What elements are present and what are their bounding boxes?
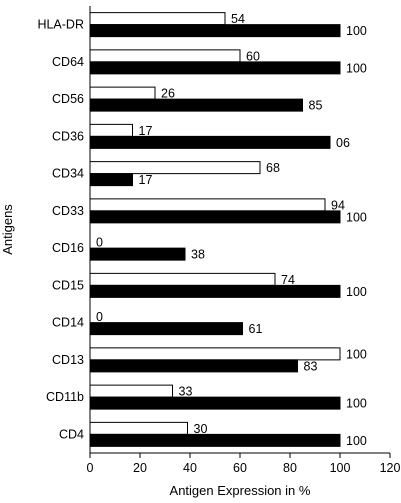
bar bbox=[89, 173, 133, 187]
data-label: 60 bbox=[246, 49, 260, 63]
x-tick-label: 80 bbox=[283, 461, 297, 475]
bar bbox=[89, 161, 261, 175]
data-label: 85 bbox=[309, 99, 323, 113]
x-tick-label: 100 bbox=[330, 461, 351, 475]
data-label: 06 bbox=[336, 136, 350, 150]
x-tick-label: 0 bbox=[87, 461, 94, 475]
category-label: CD36 bbox=[52, 129, 84, 143]
bar bbox=[89, 12, 226, 26]
data-label: 100 bbox=[346, 285, 367, 299]
x-axis-title: Antigen Expression in % bbox=[170, 483, 311, 498]
data-label: 100 bbox=[346, 347, 367, 361]
data-label: 54 bbox=[231, 12, 245, 26]
data-label: 100 bbox=[346, 434, 367, 448]
y-axis-title: Antigens bbox=[0, 204, 15, 255]
data-label: 68 bbox=[266, 161, 280, 175]
bar bbox=[89, 135, 331, 149]
bar bbox=[89, 198, 326, 212]
category-label: CD33 bbox=[52, 204, 84, 218]
bar bbox=[89, 272, 276, 286]
bar bbox=[89, 86, 156, 100]
category-label: CD16 bbox=[52, 241, 84, 255]
data-label: 26 bbox=[161, 87, 175, 101]
value-labels-layer: 5410060100268517066817941000387410006110… bbox=[96, 12, 367, 448]
bar bbox=[89, 421, 188, 435]
bar bbox=[89, 98, 303, 112]
category-label: CD15 bbox=[52, 278, 84, 292]
bar bbox=[89, 247, 186, 261]
data-label: 33 bbox=[179, 385, 193, 399]
data-label: 61 bbox=[249, 322, 263, 336]
category-labels-layer: HLA-DR CD64 CD56 CD36 CD34 CD33 CD16 CD15 CD14 CD… bbox=[37, 18, 84, 442]
data-label: 17 bbox=[139, 124, 153, 138]
bar bbox=[89, 322, 243, 336]
data-label: 0 bbox=[96, 310, 103, 324]
bar bbox=[89, 384, 173, 398]
data-label: 100 bbox=[346, 61, 367, 75]
category-label: CD56 bbox=[52, 92, 84, 106]
category-label: CD64 bbox=[52, 55, 84, 69]
bar bbox=[89, 61, 341, 75]
x-ticks-layer: 0 20 40 60 80 100 120 bbox=[87, 453, 401, 475]
category-label: CD13 bbox=[52, 353, 84, 367]
x-tick-label: 120 bbox=[380, 461, 401, 475]
bar bbox=[89, 284, 341, 298]
bar bbox=[89, 347, 341, 361]
category-label: CD34 bbox=[52, 167, 84, 181]
category-label: CD14 bbox=[52, 316, 84, 330]
bar bbox=[89, 24, 341, 38]
bar bbox=[89, 123, 133, 137]
category-label: CD4 bbox=[59, 427, 84, 441]
data-label: 94 bbox=[331, 198, 345, 212]
bar bbox=[89, 396, 341, 410]
bar bbox=[89, 433, 341, 447]
data-label: 100 bbox=[346, 24, 367, 38]
data-label: 83 bbox=[304, 359, 318, 373]
data-label: 74 bbox=[281, 273, 295, 287]
bar bbox=[89, 359, 298, 373]
data-label: 38 bbox=[191, 248, 205, 262]
data-label: 100 bbox=[346, 210, 367, 224]
x-tick-label: 60 bbox=[233, 461, 247, 475]
x-tick-label: 40 bbox=[183, 461, 197, 475]
data-label: 30 bbox=[194, 422, 208, 436]
category-label: HLA-DR bbox=[37, 18, 84, 32]
x-tick-label: 20 bbox=[133, 461, 147, 475]
bar bbox=[89, 210, 341, 224]
data-label: 0 bbox=[96, 236, 103, 250]
category-label: CD11b bbox=[46, 390, 84, 404]
bar bbox=[89, 49, 241, 63]
data-label: 17 bbox=[139, 173, 153, 187]
bars-layer bbox=[89, 12, 341, 447]
data-label: 100 bbox=[346, 397, 367, 411]
